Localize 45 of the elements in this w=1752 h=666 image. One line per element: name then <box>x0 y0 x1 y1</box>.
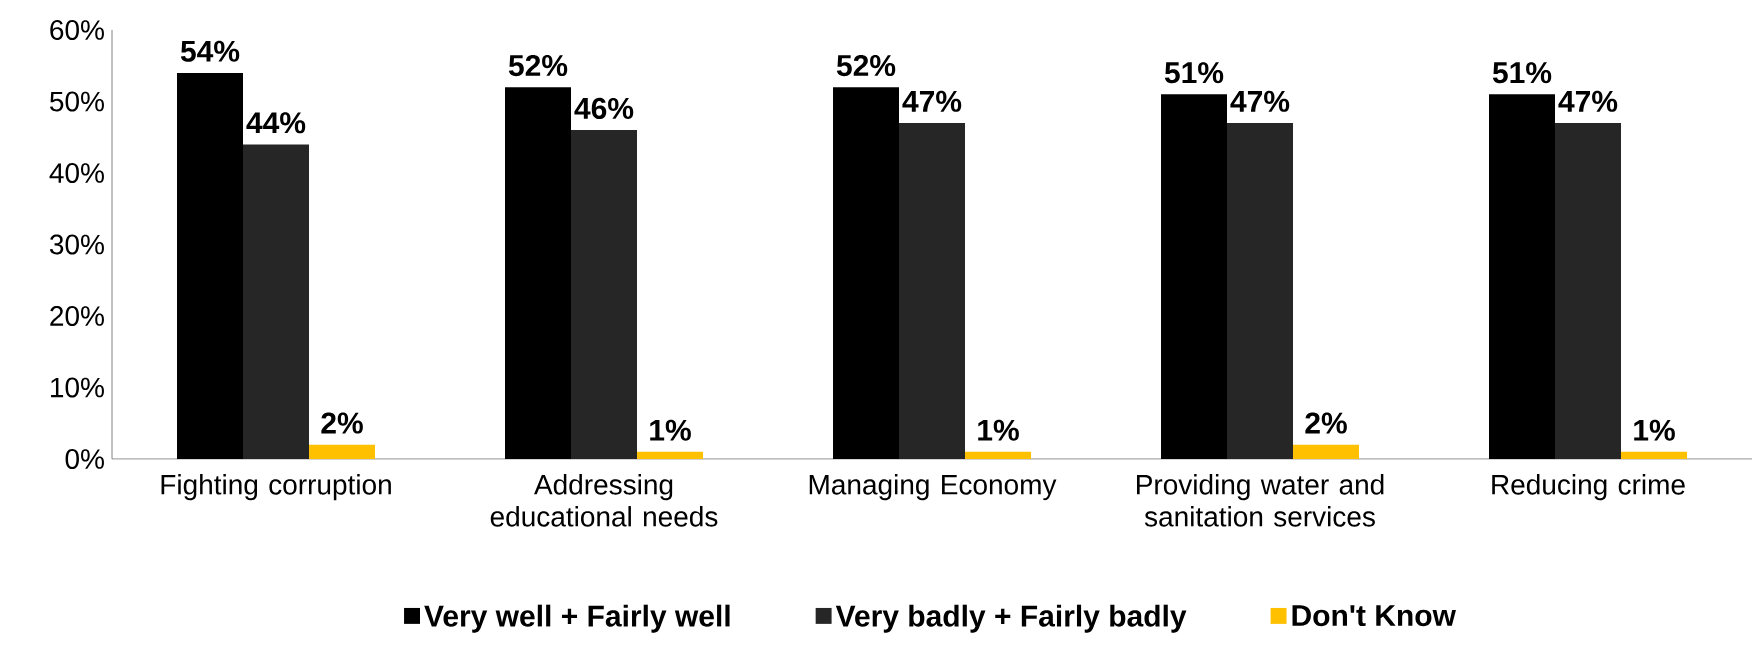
bar <box>243 144 310 459</box>
legend-label: Very well + Fairly well <box>424 604 730 633</box>
data-label: 54% <box>180 40 240 62</box>
y-tick-label: 10% <box>51 377 104 398</box>
data-label: 1% <box>978 419 1019 441</box>
data-label: 47% <box>1558 90 1618 112</box>
data-label: 44% <box>246 112 306 134</box>
data-label: 47% <box>902 90 962 112</box>
data-label: 2% <box>321 412 363 434</box>
legend-label: Very badly + Fairly badly <box>835 604 1187 633</box>
bar <box>833 87 899 459</box>
bar <box>1555 122 1622 459</box>
bar <box>637 451 704 459</box>
x-tick-label: Reducing crime <box>1492 474 1685 501</box>
data-label: 51% <box>1164 62 1224 84</box>
x-tick-label: Fighting corruption <box>161 474 391 501</box>
bar <box>505 87 572 459</box>
bar <box>1621 451 1688 459</box>
data-label: 52% <box>836 54 896 77</box>
data-label: 2% <box>1305 412 1347 434</box>
y-tick-label: 50% <box>50 91 104 112</box>
data-label: 1% <box>1634 419 1675 441</box>
bar <box>965 451 1031 459</box>
y-tick-label: 30% <box>49 234 104 255</box>
bar <box>1293 444 1360 459</box>
y-tick-label: 20% <box>50 306 104 326</box>
bar <box>177 72 244 459</box>
data-label: 1% <box>650 419 691 441</box>
bar <box>309 444 376 459</box>
bar <box>1489 94 1556 459</box>
data-label: 52% <box>508 54 568 77</box>
data-label: 51% <box>1492 62 1552 84</box>
x-tick-label: Managing Economy <box>809 474 1057 501</box>
legend-label: Don't Know <box>1292 605 1456 627</box>
bar <box>899 122 966 459</box>
y-tick-label: 40% <box>49 163 104 183</box>
data-label: 47% <box>1230 90 1290 112</box>
bar <box>1227 122 1294 459</box>
bar <box>571 130 638 459</box>
bar <box>1161 94 1228 459</box>
y-tick-label: 60% <box>50 20 104 40</box>
x-tick-label: Addressing educational needs <box>490 474 718 527</box>
y-tick-label: 0% <box>65 449 104 469</box>
data-label: 46% <box>574 97 634 120</box>
x-tick-label: Providing water and sanitation services <box>1137 474 1384 527</box>
